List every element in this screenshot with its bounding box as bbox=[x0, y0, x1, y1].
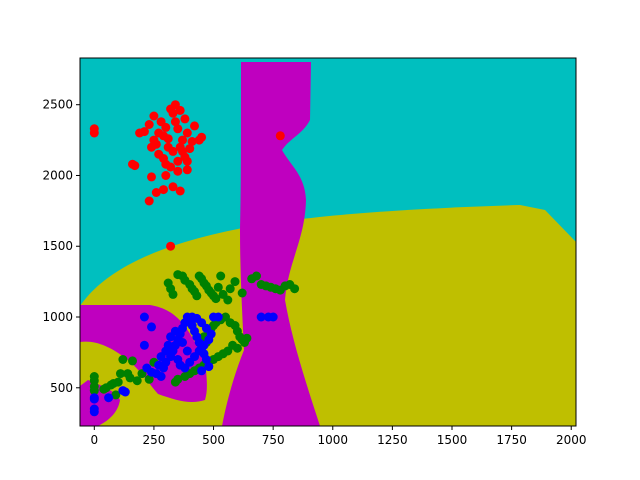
scatter-point bbox=[89, 128, 99, 138]
scatter-point bbox=[185, 144, 195, 154]
scatter-point bbox=[139, 312, 149, 322]
x-tick-label: 1500 bbox=[437, 433, 468, 447]
scatter-point bbox=[149, 135, 159, 145]
scatter-point bbox=[180, 372, 190, 381]
scatter-point bbox=[104, 393, 114, 403]
scatter-point bbox=[147, 142, 156, 152]
x-tick-label: 500 bbox=[202, 433, 225, 447]
scatter-point bbox=[139, 340, 149, 350]
x-tick-label: 250 bbox=[142, 433, 165, 447]
scatter-point bbox=[182, 128, 192, 138]
y-tick-label: 500 bbox=[50, 381, 73, 395]
y-tick-label: 1000 bbox=[42, 310, 73, 324]
scatter-point bbox=[213, 282, 223, 292]
scatter-point bbox=[168, 182, 178, 192]
scatter-point bbox=[144, 196, 154, 206]
scatter-point bbox=[194, 135, 204, 145]
scatter-point bbox=[113, 377, 123, 387]
scatter-point bbox=[192, 291, 202, 301]
scatter-point bbox=[130, 161, 140, 171]
scatter-point bbox=[187, 312, 197, 322]
scatter-point bbox=[178, 135, 187, 145]
scatter-point bbox=[223, 295, 233, 305]
scatter-point bbox=[166, 162, 176, 172]
scatter-point bbox=[168, 108, 178, 118]
x-tick-label: 1250 bbox=[377, 433, 408, 447]
scatter-point bbox=[242, 333, 252, 343]
scatter-point bbox=[182, 156, 192, 166]
scatter-point bbox=[89, 394, 99, 404]
scatter-point bbox=[89, 386, 99, 396]
scatter-point bbox=[175, 186, 185, 196]
x-tick-label: 750 bbox=[262, 433, 285, 447]
scatter-point bbox=[156, 352, 166, 362]
scatter-point bbox=[147, 322, 156, 332]
scatter-point bbox=[275, 131, 285, 141]
scatter-point bbox=[256, 312, 266, 322]
scatter-point bbox=[175, 105, 185, 115]
scatter-point bbox=[144, 120, 154, 129]
scatter-point bbox=[156, 372, 166, 381]
scatter-point bbox=[187, 137, 197, 146]
scatter-point bbox=[118, 355, 128, 364]
scatter-point bbox=[163, 142, 173, 152]
x-axis: 0 250 500 750 1000 1250 1500 1750 2000 bbox=[90, 426, 587, 447]
scatter-point bbox=[125, 373, 135, 383]
scatter-point bbox=[159, 185, 168, 195]
scatter-point bbox=[232, 343, 242, 353]
scatter-point bbox=[182, 346, 192, 356]
plot-frame bbox=[79, 57, 577, 427]
scatter-point bbox=[154, 128, 164, 138]
y-tick-label: 1500 bbox=[42, 239, 73, 253]
scatter-point bbox=[190, 121, 199, 131]
scatter-point bbox=[154, 360, 164, 370]
scatter-point bbox=[144, 374, 154, 384]
scatter-point bbox=[147, 172, 156, 182]
scatter-point bbox=[166, 241, 176, 251]
scatter-point bbox=[213, 312, 223, 322]
scatter-point bbox=[268, 312, 278, 322]
y-tick-label: 2000 bbox=[42, 168, 73, 182]
y-axis: 500 1000 1500 2000 2500 bbox=[42, 98, 80, 395]
scatter-point bbox=[197, 366, 207, 376]
scatter-point bbox=[166, 332, 176, 342]
scatter-point bbox=[120, 387, 130, 397]
scatter-point bbox=[237, 288, 247, 298]
scatter-point bbox=[252, 271, 261, 281]
scatter-point bbox=[173, 156, 183, 166]
scatter-point bbox=[201, 355, 211, 364]
scatter-point bbox=[111, 390, 121, 400]
scatter-point bbox=[173, 166, 183, 176]
scatter-point bbox=[211, 294, 221, 304]
x-tick-label: 1000 bbox=[317, 433, 348, 447]
scatter-point bbox=[182, 165, 192, 175]
scatter-point bbox=[170, 117, 180, 127]
scatter-point bbox=[290, 284, 300, 294]
scatter-point bbox=[216, 271, 226, 281]
scatter-point bbox=[161, 171, 171, 180]
scatter-point bbox=[149, 111, 159, 121]
scatter-point bbox=[116, 369, 125, 379]
scatter-point bbox=[161, 122, 171, 132]
scatter-point bbox=[180, 114, 190, 124]
y-tick-label: 2500 bbox=[42, 98, 73, 112]
x-tick-label: 1750 bbox=[496, 433, 527, 447]
scatter-point bbox=[225, 284, 235, 294]
scatter-point bbox=[128, 356, 137, 366]
scatter-point bbox=[178, 338, 187, 347]
scatter-points bbox=[89, 100, 300, 417]
scatter-point bbox=[204, 362, 214, 372]
x-tick-label: 0 bbox=[90, 433, 98, 447]
scatter-point bbox=[168, 289, 178, 299]
scatter-point bbox=[173, 124, 183, 134]
scatter-point bbox=[170, 377, 180, 387]
scatter-point bbox=[230, 277, 240, 287]
scatter-point bbox=[139, 127, 149, 137]
scatter-point bbox=[151, 188, 161, 197]
scatter-point bbox=[132, 376, 142, 386]
x-tick-label: 2000 bbox=[556, 433, 587, 447]
scatter-point bbox=[89, 407, 99, 417]
